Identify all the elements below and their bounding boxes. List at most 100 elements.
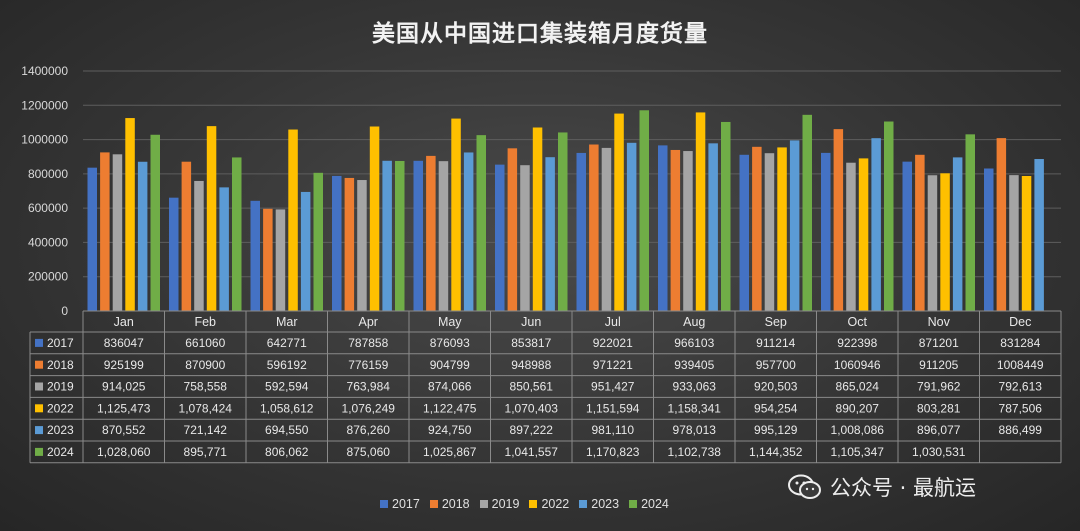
table-cell: 592,594 [265,380,309,394]
y-tick-label: 400000 [28,235,68,249]
bar-2022-Jun [532,127,543,311]
y-tick-label: 1000000 [21,133,68,147]
bar-2024-Nov [965,134,975,311]
legend: 2017 2018 2019 2022 2023 2024 [380,497,669,511]
x-tick-label: Aug [683,315,705,329]
bar-2023-Feb [219,187,229,311]
bar-2017-Apr [332,175,342,311]
table-cell: 911214 [756,336,795,350]
bar-2023-Nov [952,157,963,311]
bar-2017-Jun [495,164,505,311]
bar-2024-Jan [150,134,160,311]
wechat-icon [788,474,821,499]
y-tick-label: 800000 [28,167,68,181]
gridlines [83,70,1061,278]
bar-2023-Jun [545,157,555,311]
bar-2017-Jul [576,152,586,311]
bar-2023-Mar [300,191,311,311]
legend-label: 2024 [641,497,669,511]
watermark-text: 公众号 · 最航运 [830,476,977,500]
bar-2019-Dec [1009,175,1019,311]
y-axis-ticks: 0 200000 400000 600000 800000 1000000 1200000 1… [21,64,68,318]
bar-2019-May [438,161,449,311]
bar-2017-Dec [984,168,994,311]
bar-2024-Jun [558,132,568,311]
bar-2022-Jul [614,113,624,311]
row-series-label: 2018 [47,358,74,372]
x-tick-label: Jun [521,315,541,329]
table-cell: 661060 [185,336,225,350]
bar-2024-Mar [313,172,323,311]
bar-2018-Feb [181,161,192,311]
bar-2024-May [476,135,486,311]
bar-2024-Sep [802,114,812,311]
bar-2023-Sep [789,140,800,311]
x-tick-label: Nov [928,315,951,329]
bar-2018-Aug [670,149,681,311]
table-cell: 776159 [348,358,388,372]
table-cell: 981,110 [592,423,635,437]
bar-2017-Aug [658,145,668,311]
bar-2023-Dec [1034,159,1044,311]
table-cell: 871201 [919,336,959,350]
table-cell: 642771 [267,336,307,350]
y-tick-label: 0 [61,304,68,318]
bar-2019-Feb [194,180,204,311]
table-cell: 1,070,403 [505,401,559,415]
legend-label: 2022 [541,497,570,511]
table-cell: 1,122,475 [423,401,477,415]
bar-2022-Nov [940,173,950,311]
bar-2017-Feb [169,197,179,311]
table-cell: 791,962 [917,380,961,394]
table-cell: 951,427 [591,380,635,394]
table-cell: 1,078,424 [179,401,233,415]
bar-2018-Mar [263,208,273,311]
table-cell: 924,750 [428,423,472,437]
bar-2018-Jan [100,152,110,311]
table-cell: 948988 [511,358,551,372]
table-cell: 886,499 [999,423,1043,437]
bar-2017-Sep [739,154,749,311]
bar-2023-May [463,152,474,311]
bar-2018-Nov [915,154,925,311]
bar-2022-Feb [206,126,217,311]
table-cell: 1,058,612 [260,401,314,415]
table-cell: 1060946 [834,358,881,372]
bar-2022-Dec [1021,175,1032,311]
table-cell: 1,025,867 [423,445,477,459]
table-cell: 954,254 [754,401,798,415]
y-tick-label: 1400000 [21,64,68,78]
table-cell: 995,129 [754,423,798,437]
bar-2023-Jan [137,161,148,311]
bar-2024-Aug [721,121,731,311]
bar-2018-May [426,155,436,311]
bar-2019-Nov [927,175,938,311]
bar-2018-Dec [996,138,1007,311]
row-legend-swatch [35,382,43,391]
table-cell: 876093 [430,336,470,350]
bar-2024-Feb [232,157,242,311]
table-cell: 890,207 [836,401,880,415]
bar-2024-Jul [639,110,649,312]
legend-label: 2023 [591,497,620,511]
bar-2018-Jul [589,144,599,311]
table-cell: 806,062 [265,445,309,459]
x-tick-label: Dec [1009,315,1031,329]
table-cell: 978,013 [673,423,717,437]
row-series-label: 2023 [47,423,74,437]
legend-label: 2018 [441,497,470,511]
bar-2023-Oct [871,138,881,311]
y-tick-label: 1200000 [21,98,68,112]
bar-2023-Apr [382,160,392,311]
bar-2022-Oct [858,158,869,311]
legend-item-2019: 2019 [479,497,519,511]
table-cell: 1,151,594 [586,401,640,415]
x-tick-label: Jul [605,315,621,329]
bar-2022-Sep [777,147,787,311]
legend-swatch [429,500,438,508]
table-cell: 1,030,531 [912,445,966,459]
legend-swatch [579,500,588,508]
chart-title: 美国从中国进口集装箱月度货量 [372,21,708,47]
bar-2022-Aug [695,112,706,312]
